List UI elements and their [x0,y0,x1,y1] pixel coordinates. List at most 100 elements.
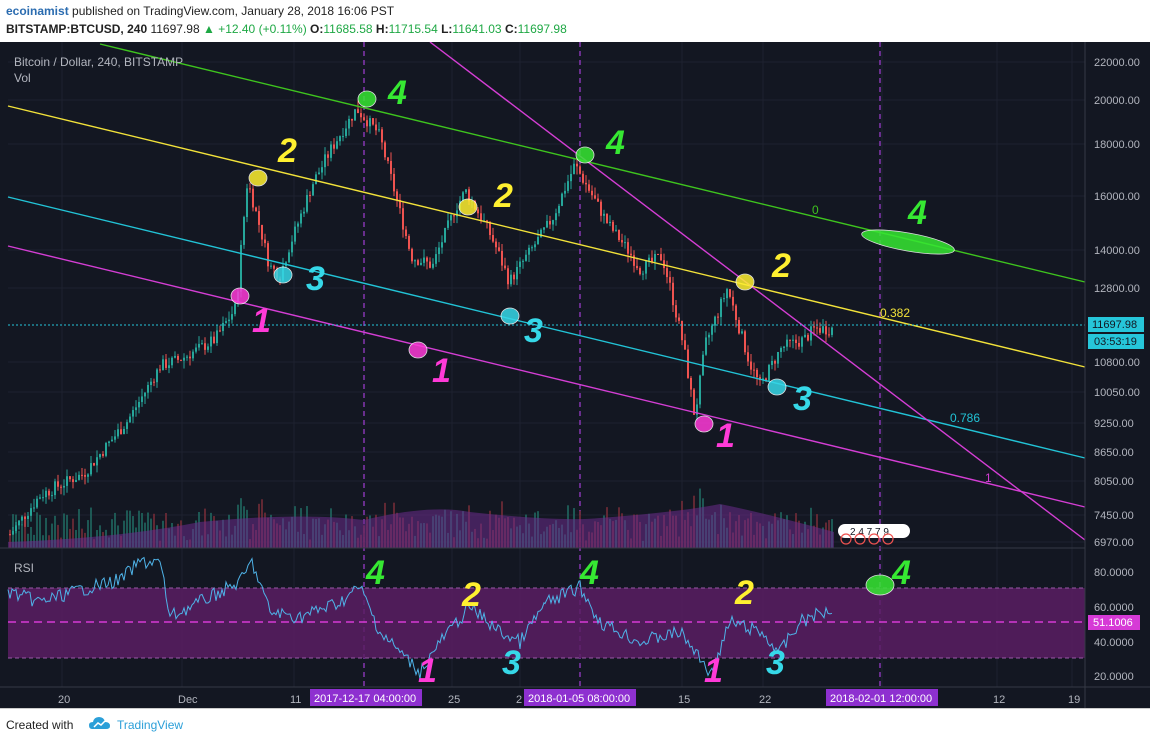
candle-body [774,360,776,364]
candle-body [381,129,383,143]
candle-body [249,188,251,190]
candle-body [405,229,407,237]
candle-body [558,205,560,214]
date-tag: 2018-02-01 12:00:00 [830,693,932,705]
candle-body [765,378,767,381]
price-tick-label: 10800.00 [1094,357,1140,369]
candle-body [102,454,104,456]
trend-line [429,42,1086,541]
candle-body [57,481,59,487]
candle-body [342,136,344,138]
wave-marker [767,378,787,396]
candle-body [84,475,86,477]
candle-body [672,282,674,306]
candle-body [132,410,134,417]
candle-body [384,142,386,158]
candle-body [300,213,302,224]
price-tick-label: 16000.00 [1094,191,1140,203]
candle-body [636,265,638,269]
price-tick-label: 8050.00 [1094,476,1134,488]
candle-body [60,486,62,488]
candle-body [591,190,593,196]
candle-body [225,321,227,323]
candle-body [294,226,296,242]
candle-body [441,242,443,248]
candle-body [390,160,392,174]
candle-body [222,322,224,332]
indicator-badge[interactable]: 2 4 7 7 9 [850,527,889,538]
rsi-wave-label: 4 [579,554,599,592]
candle-body [489,221,491,236]
wave-label: 2 [277,132,297,170]
rsi-pane [7,556,1085,680]
candle-body [453,215,455,217]
channel-label: 0 [812,203,819,217]
candle-body [330,144,332,158]
candle-body [801,337,803,347]
candle-body [555,213,557,221]
candle-body [609,221,611,224]
wave-label: 1 [432,352,451,390]
candle-body [195,347,197,352]
candle-body [159,369,161,371]
tradingview-link[interactable]: TradingView [117,718,184,732]
candle-body [327,154,329,158]
candle-body [348,118,350,129]
candle-body [435,254,437,264]
candle-body [63,485,65,488]
indicator-badge-bg[interactable] [838,524,910,538]
candle-body [732,296,734,306]
volume-bar [78,509,80,548]
candle-body [615,229,617,231]
close-value: 11697.98 [517,22,567,36]
wave-label: 4 [907,194,927,232]
volume-bar [30,526,32,548]
rsi-wave-label: 1 [418,652,437,690]
symbol-name: BITSTAMP:BTCUSD, 240 [6,22,148,36]
wave-label: 3 [524,312,543,350]
candle-body [663,260,665,269]
price-tick-label: 14000.00 [1094,245,1140,257]
price-tag-bg [1088,317,1144,332]
volume-bar [69,528,71,548]
candle-body [141,396,143,402]
rsi-wave-label: 2 [461,576,481,614]
candle-body [396,191,398,200]
candle-body [165,359,167,368]
countdown-tag: 03:53:19 [1094,336,1137,348]
candle-body [192,351,194,359]
candle-body [705,337,707,355]
candle-body [39,497,41,499]
time-tick-label: Dec [178,694,198,706]
last-price: 11697.98 [150,22,200,36]
candle-body [540,229,542,238]
candles [9,100,833,536]
candle-body [186,356,188,358]
volume-bar [54,515,56,548]
candle-body [30,508,32,516]
date-tag: 2018-01-05 08:00:00 [528,693,630,705]
volume-bar [72,518,74,548]
volume-bar [21,524,23,548]
author-link[interactable]: ecoinamist [6,4,69,18]
candle-body [426,257,428,262]
candle-body [675,305,677,318]
candle-body [828,334,830,336]
low-value: 11641.03 [452,22,502,36]
candle-body [201,343,203,345]
wave-marker [694,415,714,433]
candle-body [369,118,371,127]
price-tick-label: 9250.00 [1094,418,1134,430]
candle-body [309,195,311,197]
time-tick-label: 11 [290,694,301,706]
candle-body [411,248,413,262]
time-tick-label: 2 [516,694,522,706]
candle-body [393,173,395,192]
candle-body [546,220,548,228]
date-tag-bg [524,689,636,706]
candle-body [747,352,749,362]
candle-body [75,479,77,483]
